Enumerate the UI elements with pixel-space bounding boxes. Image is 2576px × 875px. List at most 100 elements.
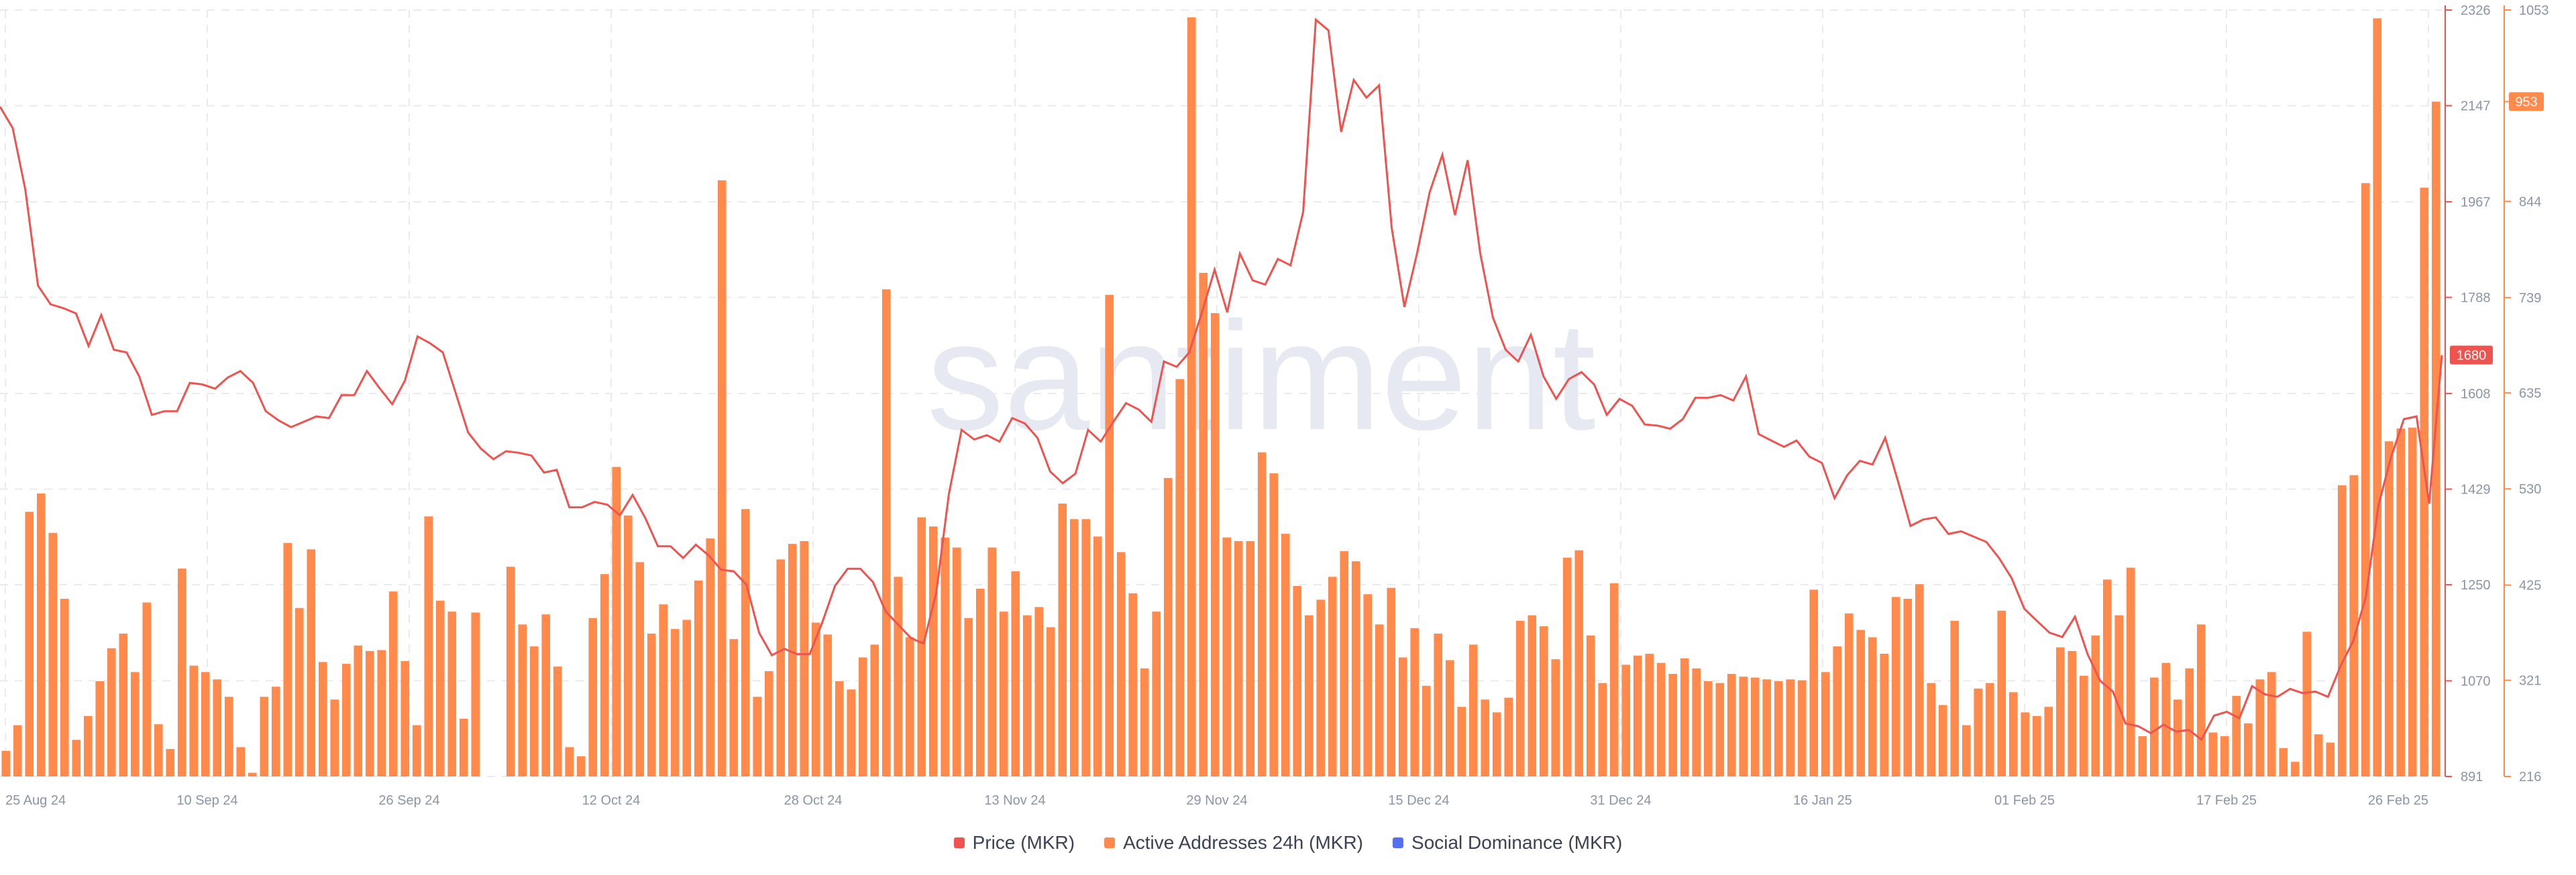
active-addresses-bar [518,624,527,776]
active-addresses-bar [541,614,551,776]
active-addresses-bar [1504,697,1513,776]
active-addresses-bar [1668,674,1678,776]
active-addresses-bar [36,493,46,776]
last-price-label: 1680 [2457,349,2487,363]
active-addresses-bar [107,648,116,776]
x-tick-label: 17 Feb 25 [2196,793,2257,808]
active-addresses-bar [48,532,58,776]
active-addresses-bar [1539,626,1548,776]
active-addresses-bar [1551,659,1560,776]
active-addresses-bar [248,772,257,776]
price-tick-label: 1070 [2461,674,2491,689]
active-addresses-bar [1856,630,1866,776]
active-addresses-bar [2314,734,2323,776]
addresses-axis-ticks: 216 321 425 530 635 739 844 953 1053 [2504,3,2549,784]
axes [2445,5,2505,776]
active-addresses-bar [2349,475,2359,776]
active-addresses-bar [1410,628,1419,776]
active-addresses-bar [354,645,363,776]
active-addresses-bar [2149,677,2159,776]
active-addresses-bar [1246,541,1255,776]
active-addresses-bar [823,634,833,776]
x-tick-label: 25 Aug 24 [5,793,66,808]
addresses-tick-label: 1053 [2519,3,2549,18]
active-addresses-bar [1058,504,1067,776]
active-addresses-bar [647,633,656,776]
last-addresses-badge [2509,92,2544,111]
active-addresses-bar [1257,452,1267,776]
active-addresses-bar [1527,615,1537,776]
active-addresses-bar [1903,599,1913,776]
active-addresses-bar [1340,551,1349,776]
active-addresses-bar [1210,313,1220,776]
active-addresses-bar [2185,668,2194,776]
active-addresses-bar [1492,712,1501,776]
active-addresses-bar [142,602,152,776]
active-addresses-bar [412,725,421,776]
active-addresses-bar [1891,597,1900,776]
legend-item-active-addresses[interactable]: Active Addresses 24h (MKR) [1104,832,1363,854]
price-tick-label: 891 [2461,770,2483,784]
price-line [0,17,2443,742]
x-tick-label: 28 Oct 24 [784,793,843,808]
active-addresses-bar [623,515,633,776]
active-addresses-bar [1515,620,1525,776]
active-addresses-bar [928,526,938,776]
active-addresses-bar [1715,683,1725,776]
active-addresses-bar [1586,635,1595,776]
active-addresses-bar [1868,637,1877,776]
x-tick-label: 15 Dec 24 [1388,793,1449,808]
active-addresses-bar [682,620,692,776]
active-addresses-bar [2138,736,2147,776]
addresses-tick-label: 530 [2519,482,2541,497]
active-addresses-bar [1633,655,1642,776]
active-addresses-bar [741,509,750,776]
active-addresses-bar [1022,615,1032,776]
active-addresses-bar [2008,692,2018,776]
active-addresses-bar [2161,662,2171,776]
active-addresses-bar [189,665,199,776]
active-addresses-bar [294,607,304,776]
active-addresses-bar [177,569,186,776]
active-addresses-bar [1562,557,1572,776]
active-addresses-bar [2384,441,2394,776]
active-addresses-bar [2396,428,2406,776]
active-addresses-bar [2126,567,2135,776]
active-addresses-bar [2279,748,2288,776]
active-addresses-bar [1656,662,1666,776]
active-addresses-bar [2373,18,2382,777]
active-addresses-bar [1199,272,1208,776]
active-addresses-bar [1398,657,1407,776]
legend-item-price[interactable]: Price (MKR) [953,832,1075,854]
active-addresses-bar [694,580,703,776]
active-addresses-bar [1093,536,1102,776]
x-tick-label: 31 Dec 24 [1590,793,1651,808]
price-swatch-icon [953,837,965,848]
active-addresses-bar [72,740,81,776]
active-addresses-bar [60,599,69,776]
x-tick-label: 26 Sep 24 [378,793,439,808]
active-addresses-bars [1,17,2440,777]
active-addresses-bar [529,646,539,776]
active-addresses-bar [2255,679,2265,776]
active-addresses-bar [2091,635,2100,776]
active-addresses-bar [1809,589,1819,776]
active-addresses-bar [83,715,93,776]
addresses-tick-label: 216 [2519,770,2541,784]
active-addresses-bar [2267,672,2276,776]
active-addresses-bar [1116,552,1126,776]
active-addresses-bar [847,689,856,776]
active-addresses-bar [2361,183,2370,776]
active-addresses-bar [1457,707,1466,776]
active-addresses-bar [1680,658,1689,776]
active-addresses-bar [2420,187,2429,776]
active-addresses-bar [2102,579,2112,776]
active-addresses-bar [1304,615,1313,776]
active-addresses-bar [2220,736,2229,776]
active-addresses-bar [553,666,562,776]
active-addresses-bar [717,180,727,776]
legend-item-social-dominance[interactable]: Social Dominance (MKR) [1393,832,1622,854]
addresses-tick-label: 844 [2519,194,2541,209]
